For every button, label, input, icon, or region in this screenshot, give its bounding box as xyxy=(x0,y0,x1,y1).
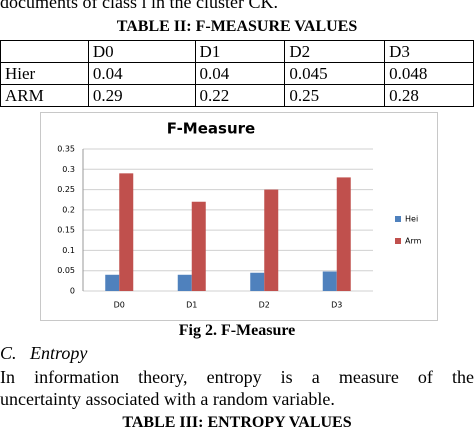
table: D0 D1 D2 D3 Hier 0.04 0.04 0.045 0.048 ARM 0.29 0.2… xyxy=(0,40,474,107)
legend-label: Hei xyxy=(405,215,418,224)
legend-swatch xyxy=(395,216,401,222)
paragraph-line: In information theory, entropy is a meas… xyxy=(0,367,474,387)
bar xyxy=(336,177,351,291)
table-row: Hier 0.04 0.04 0.045 0.048 xyxy=(0,62,474,85)
x-tick-label: D2 xyxy=(259,301,270,310)
table-cell: 0.28 xyxy=(384,84,474,107)
y-tick-label: 0.2 xyxy=(62,205,75,214)
y-tick-label: 0.05 xyxy=(57,266,75,275)
top-text: documents of class i in the cluster CK. xyxy=(0,0,278,12)
paragraph-line: uncertainty associated with a random var… xyxy=(0,389,335,409)
section-heading: C. Entropy xyxy=(0,343,87,364)
y-tick-label: 0.35 xyxy=(57,145,75,154)
y-tick-label: 0.1 xyxy=(62,246,75,255)
bar xyxy=(177,274,192,291)
bar xyxy=(119,173,134,291)
bar xyxy=(264,189,279,291)
y-tick-label: 0.25 xyxy=(57,185,75,194)
table-cell: 0.22 xyxy=(194,84,286,107)
table-cell: 0.04 xyxy=(194,62,286,85)
chart-title: F-Measure xyxy=(167,120,255,138)
header-cell: D3 xyxy=(384,40,474,63)
figure-caption: Fig 2. F-Measure xyxy=(178,322,296,339)
header-cell: D1 xyxy=(194,40,286,63)
header-cell xyxy=(0,40,89,63)
table-row: ARM 0.29 0.22 0.25 0.28 xyxy=(0,84,474,107)
table-cell: Hier xyxy=(0,62,89,85)
x-tick-label: D0 xyxy=(114,301,125,310)
table-title: TABLE III: ENTROPY VALUES xyxy=(122,414,352,431)
legend-label: Arm xyxy=(405,237,422,246)
table-title: TABLE II: F-MEASURE VALUES xyxy=(116,18,358,35)
y-tick-label: 0.3 xyxy=(62,165,75,174)
x-tick-label: D3 xyxy=(331,301,342,310)
section-title: Entropy xyxy=(30,343,88,363)
table-cell: 0.045 xyxy=(284,62,386,85)
bar xyxy=(250,272,265,291)
header-cell: D2 xyxy=(284,40,386,63)
header-cell: D0 xyxy=(87,40,196,63)
paragraph: In information theory, entropy is a meas… xyxy=(0,366,474,410)
table-cell: ARM xyxy=(0,84,89,107)
table-cell: 0.25 xyxy=(284,84,386,107)
table-cell: 0.048 xyxy=(384,62,474,85)
chart: F-Measure 0 0.05 0.1 0.15 0.2 0.25 0.3 0.35 D0 D1… xyxy=(40,112,438,321)
legend-swatch xyxy=(395,238,401,244)
y-tick-label: 0.15 xyxy=(57,226,75,235)
bar xyxy=(191,201,206,291)
table-cell: 0.29 xyxy=(87,84,196,107)
bar xyxy=(322,271,337,291)
table-row: D0 D1 D2 D3 xyxy=(0,40,474,63)
section-label: C. xyxy=(0,343,17,363)
table-cell: 0.04 xyxy=(87,62,196,85)
x-tick-label: D1 xyxy=(186,301,197,310)
bar xyxy=(105,274,120,291)
y-tick-label: 0 xyxy=(70,287,75,296)
